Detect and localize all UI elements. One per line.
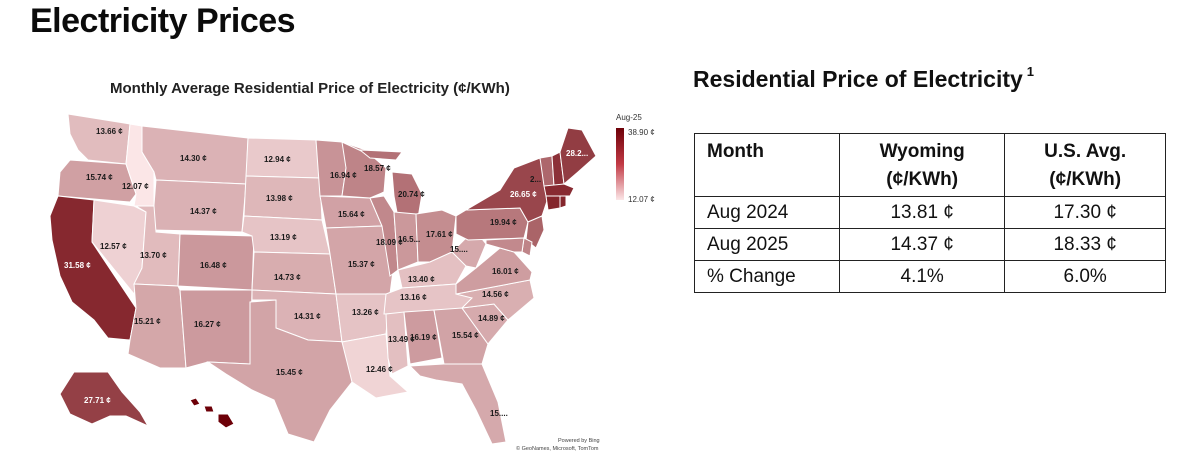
state-label-ia: 15.64 ¢	[338, 210, 365, 219]
row-month: Aug 2024	[694, 196, 840, 229]
map-panel: 13.66 ¢ 15.74 ¢ 31.58 ¢ 12.07 ¢ 12.57 ¢ 14.30…	[30, 72, 680, 462]
state-label-nv: 12.57 ¢	[100, 242, 127, 251]
state-label-mn: 16.94 ¢	[330, 171, 357, 180]
legend-period: Aug-25	[616, 113, 642, 122]
state-label-co: 16.48 ¢	[200, 261, 227, 270]
header-wyoming: Wyoming (¢/KWh)	[838, 133, 1006, 197]
state-region-fl	[408, 363, 507, 445]
state-region-ms	[385, 311, 409, 375]
map-credit-bing: Powered by Bing	[558, 438, 600, 444]
choropleth-map: 13.66 ¢ 15.74 ¢ 31.58 ¢ 12.07 ¢ 12.57 ¢ 14.30…	[49, 113, 655, 452]
state-label-ok: 14.31 ¢	[294, 312, 321, 321]
state-label-ne: 13.19 ¢	[270, 233, 297, 242]
state-label-ny: 26.65 ¢	[510, 190, 537, 199]
state-region-ga	[433, 307, 489, 365]
state-label-ar: 13.26 ¢	[352, 308, 379, 317]
state-label-az: 15.21 ¢	[134, 317, 161, 326]
header-wyoming-line1: Wyoming	[879, 141, 965, 162]
row-wyoming-value: 4.1%	[838, 260, 1006, 293]
state-label-me: 28.2...	[566, 149, 588, 158]
state-label-il: 18.09 ¢	[376, 238, 403, 247]
row-wyoming-value: 14.37 ¢	[838, 228, 1006, 261]
states-layer	[49, 113, 597, 445]
state-label-wv: 15....	[450, 245, 468, 254]
state-region-wy	[151, 179, 247, 233]
state-label-mt: 14.30 ¢	[180, 154, 207, 163]
state-label-tx: 15.45 ¢	[276, 368, 303, 377]
state-label-oh: 17.61 ¢	[426, 230, 453, 239]
state-label-ky: 13.40 ¢	[408, 275, 435, 284]
header-us-line2: (¢/KWh)	[1049, 169, 1122, 190]
state-label-ks: 14.73 ¢	[274, 273, 301, 282]
state-label-nd: 12.94 ¢	[264, 155, 291, 164]
state-label-wa: 13.66 ¢	[96, 127, 123, 136]
page-title: Electricity Prices	[30, 2, 296, 40]
state-label-sc: 14.89 ¢	[478, 314, 505, 323]
table-row: % Change 4.1% 6.0%	[694, 260, 1166, 293]
state-label-vt: 2...	[530, 175, 541, 184]
footnote-marker: 1	[1026, 64, 1035, 79]
header-month: Month	[694, 133, 840, 197]
state-label-nm: 16.27 ¢	[194, 320, 221, 329]
state-label-sd: 13.98 ¢	[266, 194, 293, 203]
state-label-nc: 14.56 ¢	[482, 290, 509, 299]
header-us-line1: U.S. Avg.	[1044, 141, 1127, 162]
table-title-text: Residential Price of Electricity	[693, 66, 1023, 92]
state-region-nc	[455, 279, 535, 321]
map-title: Monthly Average Residential Price of Ele…	[110, 80, 510, 97]
map-credit-sources: © GeoNames, Microsoft, TomTom	[516, 445, 599, 452]
state-region-wa	[67, 113, 131, 165]
state-label-or: 15.74 ¢	[86, 173, 113, 182]
state-label-mi: 20.74 ¢	[398, 190, 425, 199]
legend-color-bar	[616, 128, 624, 200]
state-label-ak: 27.71 ¢	[84, 396, 111, 405]
state-region-va	[455, 247, 533, 295]
row-wyoming-value: 13.81 ¢	[838, 196, 1006, 229]
state-label-ut: 13.70 ¢	[140, 251, 167, 260]
table-row: Aug 2025 14.37 ¢ 18.33 ¢	[694, 228, 1166, 261]
row-us-value: 17.30 ¢	[1004, 196, 1166, 229]
state-region-ri	[559, 195, 567, 209]
state-region-az	[127, 283, 187, 369]
state-region-al	[403, 309, 443, 365]
state-region-ak	[59, 371, 150, 428]
state-label-wi: 18.57 ¢	[364, 164, 391, 173]
state-label-wy: 14.37 ¢	[190, 207, 217, 216]
table-row: Aug 2024 13.81 ¢ 17.30 ¢	[694, 196, 1166, 229]
state-label-ca: 31.58 ¢	[64, 261, 91, 270]
state-region-tx	[206, 299, 353, 443]
row-us-value: 6.0%	[1004, 260, 1166, 293]
header-month-text: Month	[707, 141, 764, 162]
map-legend: Aug-25 38.90 ¢ 12.07 ¢	[616, 113, 655, 204]
state-label-tn: 13.16 ¢	[400, 293, 427, 302]
state-region-hi	[189, 397, 235, 429]
state-label-pa: 19.94 ¢	[490, 218, 517, 227]
state-region-ct	[545, 195, 561, 211]
state-label-la: 12.46 ¢	[366, 365, 393, 374]
state-label-ms: 13.49 ¢	[388, 335, 415, 344]
row-us-value: 18.33 ¢	[1004, 228, 1166, 261]
state-label-al: 16.19 ¢	[410, 333, 437, 342]
state-region-nm	[179, 289, 253, 369]
header-wyoming-line2: (¢/KWh)	[886, 169, 959, 190]
state-labels-layer: 13.66 ¢ 15.74 ¢ 31.58 ¢ 12.07 ¢ 12.57 ¢ 14.30…	[64, 127, 588, 418]
state-label-va: 16.01 ¢	[492, 267, 519, 276]
state-label-fl: 15....	[490, 409, 508, 418]
state-label-mo: 15.37 ¢	[348, 260, 375, 269]
table-title: Residential Price of Electricity 1	[693, 64, 1035, 93]
state-label-ga: 15.54 ¢	[452, 331, 479, 340]
price-table: Month Wyoming (¢/KWh) U.S. Avg. (¢/KWh) …	[694, 133, 1166, 293]
state-label-id: 12.07 ¢	[122, 182, 149, 191]
header-us-avg: U.S. Avg. (¢/KWh)	[1004, 133, 1166, 197]
legend-min-label: 12.07 ¢	[628, 195, 655, 204]
row-month: % Change	[694, 260, 840, 293]
state-region-md	[485, 237, 525, 253]
state-region-ma	[543, 183, 575, 197]
table-header-row: Month Wyoming (¢/KWh) U.S. Avg. (¢/KWh)	[694, 133, 1166, 197]
legend-max-label: 38.90 ¢	[628, 128, 655, 137]
state-region-la	[341, 333, 410, 399]
state-region-nj	[525, 215, 545, 249]
row-month: Aug 2025	[694, 228, 840, 261]
state-label-in: 16.5...	[398, 235, 420, 244]
